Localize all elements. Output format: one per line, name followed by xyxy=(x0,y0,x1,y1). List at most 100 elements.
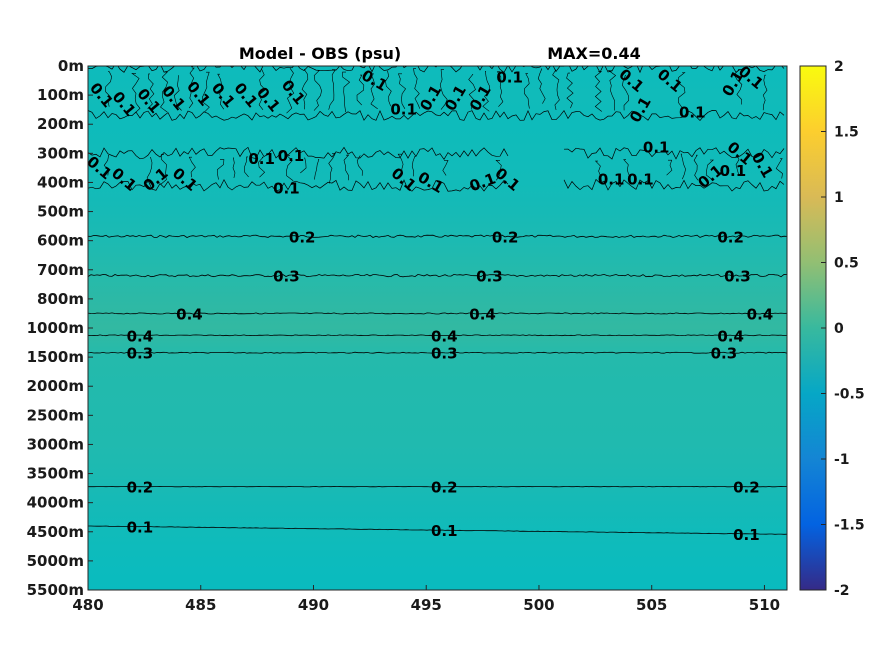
colorbar-tick-label: 1.5 xyxy=(834,125,859,141)
contour-line xyxy=(342,71,351,113)
contour-label: 0.4 xyxy=(717,327,744,345)
x-tick-label: 485 xyxy=(185,596,216,614)
contour-line xyxy=(439,69,448,110)
contour-line xyxy=(566,72,574,109)
contour-line xyxy=(131,73,141,114)
contour-line xyxy=(88,525,787,535)
contour-line xyxy=(496,71,504,107)
contour-line xyxy=(397,73,407,109)
x-tick-label: 510 xyxy=(749,596,780,614)
contour-label: 0.3 xyxy=(476,268,503,286)
contour-label: 0.3 xyxy=(431,345,458,363)
contour-line xyxy=(88,109,785,122)
x-tick-label: 480 xyxy=(72,596,103,614)
contour-line xyxy=(622,75,630,111)
contour-line xyxy=(188,67,195,109)
contour-line xyxy=(607,70,617,111)
contour-line xyxy=(594,71,603,112)
contour-label: 0.1 xyxy=(627,171,654,189)
y-tick-label: 4000m xyxy=(27,494,84,512)
contour-line xyxy=(762,74,768,111)
contour-line xyxy=(216,159,225,180)
contour-line xyxy=(88,146,785,160)
contour-label: 0.4 xyxy=(127,327,154,345)
contour-line xyxy=(232,157,236,178)
y-tick-label: 4500m xyxy=(27,523,84,541)
contour-label: 0.4 xyxy=(747,305,774,323)
colorbar-tick-label: 2 xyxy=(834,59,844,75)
x-axis: 480 485 490 495 500 505 510 xyxy=(72,585,780,614)
x-tick-label: 490 xyxy=(298,596,329,614)
contour-label: 0.1 xyxy=(127,519,154,537)
contour-line xyxy=(482,71,490,112)
contour-label: 0.2 xyxy=(717,228,744,246)
contour-line xyxy=(258,156,266,178)
contour-line xyxy=(202,71,210,113)
contour-label: 0.4 xyxy=(469,305,496,323)
contour-label: 0.4 xyxy=(176,305,203,323)
contour-line xyxy=(217,73,225,110)
colorbar-tick-label: 0 xyxy=(834,321,844,337)
plot-area xyxy=(88,66,787,590)
contour-line xyxy=(146,157,153,183)
contour-line xyxy=(343,154,350,181)
y-axis: 0m 100m 200m 300m 400m 500m 600m 700m 800m 1000m 1… xyxy=(27,57,93,599)
contour-label: 0.1 xyxy=(273,179,300,197)
contour-line xyxy=(301,69,309,110)
x-tick-label: 505 xyxy=(636,596,667,614)
contour-line xyxy=(313,70,322,111)
contour-line xyxy=(173,75,182,111)
contour-line xyxy=(328,69,336,110)
y-tick-label: 5500m xyxy=(27,581,84,599)
contour-line xyxy=(356,155,363,176)
contour-label: 0.1 xyxy=(733,526,760,544)
contour-label: 0.1 xyxy=(598,171,625,189)
y-tick-label: 3500m xyxy=(27,465,84,483)
max-annotation: MAX=0.44 xyxy=(547,44,641,63)
contour-line xyxy=(105,71,113,107)
contour-line xyxy=(370,73,378,110)
colorbar-tick-label: 0.5 xyxy=(834,256,859,272)
contour-label: 0.1 xyxy=(278,147,305,165)
contour-label: 0.4 xyxy=(431,327,458,345)
contour-line xyxy=(552,69,560,110)
contour-line xyxy=(411,156,416,177)
y-tick-label: 1000m xyxy=(27,319,84,337)
contour-line xyxy=(666,159,673,176)
colorbar-tick-label: -1.5 xyxy=(834,518,865,534)
y-tick-label: 0m xyxy=(58,57,84,75)
contour-line xyxy=(537,68,546,104)
contour-line xyxy=(495,160,502,181)
contour-line xyxy=(314,159,320,180)
contour-line xyxy=(468,74,476,110)
contour-label: 0.1 xyxy=(643,139,670,157)
y-tick-label: 400m xyxy=(37,173,84,191)
contour-line xyxy=(286,68,295,114)
y-tick-label: 2500m xyxy=(27,406,84,424)
y-tick-label: 800m xyxy=(37,290,84,308)
contour-label: 0.3 xyxy=(724,268,751,286)
contour-line xyxy=(413,68,421,109)
y-tick-label: 600m xyxy=(37,232,84,250)
contour-line xyxy=(160,154,167,185)
y-tick-label: 200m xyxy=(37,115,84,133)
colorbar-tick-label: -2 xyxy=(834,583,850,599)
contour-label: 0.3 xyxy=(711,345,738,363)
colorbar-axis: 2 1.5 1 0.5 0 -0.5 -1 -1.5 -2 xyxy=(821,59,865,599)
colorbar-tick-label: 1 xyxy=(834,190,844,206)
y-tick-label: 500m xyxy=(37,203,84,221)
contour-line xyxy=(88,312,787,315)
contour-label: 0.1 xyxy=(431,522,458,540)
y-tick-label: 100m xyxy=(37,86,84,104)
contour-line xyxy=(735,154,740,175)
contour-label: 0.2 xyxy=(431,479,458,497)
contour-line xyxy=(147,73,155,110)
contour-label: 0.3 xyxy=(127,345,154,363)
contour-line xyxy=(524,73,530,109)
contour-line xyxy=(680,153,686,180)
x-tick-label: 495 xyxy=(411,596,442,614)
contour-line xyxy=(775,158,783,179)
contour-line xyxy=(594,160,602,182)
contour-line xyxy=(397,153,404,175)
